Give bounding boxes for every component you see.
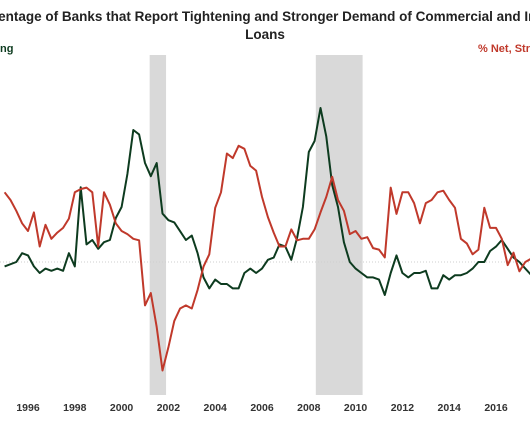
- x-tick-label-2004: 2004: [204, 402, 228, 414]
- x-axis-tick-labels: 1996 1998 2000 2002 2004 2006 2008 2010 2012 2014…: [16, 402, 508, 414]
- series-line-left-axis: [4, 107, 530, 296]
- x-tick-label-2008: 2008: [297, 402, 321, 414]
- x-tick-label-1996: 1996: [16, 402, 40, 414]
- x-tick-label-2000: 2000: [110, 402, 134, 414]
- series-line-right-axis: [3, 144, 530, 372]
- recession-band-2: [315, 55, 363, 395]
- x-tick-label-2006: 2006: [250, 402, 274, 414]
- x-tick-label-2010: 2010: [344, 402, 368, 414]
- x-tick-label-2012: 2012: [391, 402, 415, 414]
- x-tick-label-2002: 2002: [157, 402, 181, 414]
- chart-title-line-1: rcentage of Banks that Report Tightening…: [0, 9, 530, 24]
- x-tick-label-2014: 2014: [438, 402, 462, 414]
- x-tick-label-2016: 2016: [484, 402, 508, 414]
- x-tick-label-1998: 1998: [63, 402, 87, 414]
- left-axis-series-label: ng: [0, 43, 14, 55]
- chart-title-line-2: Loans: [245, 27, 285, 42]
- right-axis-series-label: % Net, Str: [478, 43, 530, 55]
- recession-band-1: [149, 55, 167, 395]
- recession-shading: [149, 55, 363, 395]
- series-lines: [3, 107, 530, 372]
